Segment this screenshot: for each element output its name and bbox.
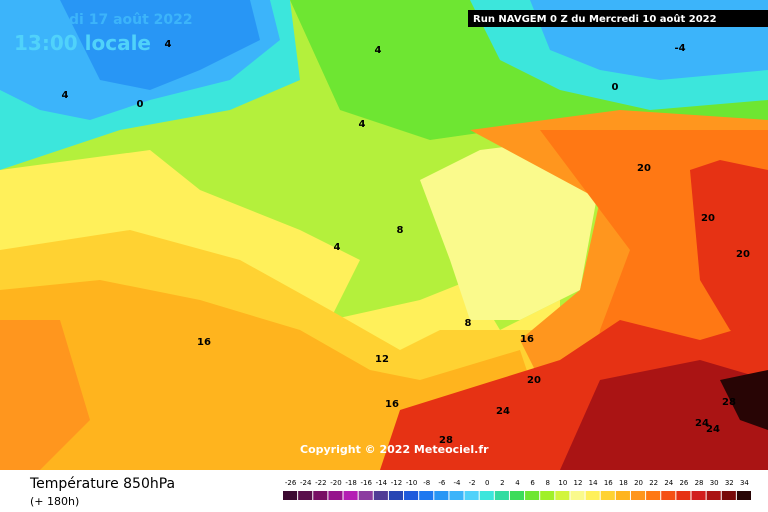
color-swatch	[585, 491, 600, 500]
contour-label: 4	[375, 45, 382, 56]
color-swatch	[328, 491, 343, 500]
contour-label: 0	[612, 82, 619, 93]
forecast-time: 13:00 locale	[14, 31, 151, 55]
contour-label: 24	[706, 424, 720, 435]
contour-label: 28	[439, 435, 453, 446]
temperature-fields	[0, 0, 768, 470]
scale-label: -16	[360, 479, 372, 487]
scale-label: 14	[589, 479, 598, 487]
contour-label: 20	[527, 375, 541, 386]
color-swatch	[630, 491, 646, 500]
scale-label: -22	[315, 479, 326, 487]
scale-label: 2	[500, 479, 504, 487]
contour-label: 16	[385, 399, 399, 410]
color-swatch	[676, 491, 691, 500]
scale-label: 30	[710, 479, 719, 487]
scale-label: 18	[619, 479, 628, 487]
color-swatch	[449, 491, 464, 500]
scale-label: 22	[649, 479, 658, 487]
scale-label: -14	[376, 479, 388, 487]
contour-label: 20	[736, 249, 750, 260]
contour-label: 12	[375, 354, 389, 365]
run-banner	[468, 10, 768, 27]
color-swatch	[388, 491, 404, 500]
scale-label: 34	[740, 479, 749, 487]
contour-label: 20	[637, 163, 651, 174]
color-swatch	[404, 491, 419, 500]
scale-label: 16	[604, 479, 613, 487]
color-swatch	[661, 491, 676, 500]
color-swatch	[464, 491, 479, 500]
contour-label: 28	[722, 397, 736, 408]
color-scale: -26 -24 -22 -20 -18 -16 -14 -12 -10 -8 -6 -4 -2 0 2 4 6 8…	[283, 479, 751, 500]
scale-label: 28	[695, 479, 704, 487]
color-swatch	[509, 491, 525, 500]
scale-label: -4	[453, 479, 461, 487]
color-swatch	[373, 491, 388, 500]
contour-label: 8	[397, 225, 404, 236]
color-swatch	[736, 491, 751, 500]
color-swatch	[298, 491, 313, 500]
contour-label: 16	[520, 334, 534, 345]
scale-label: 6	[530, 479, 535, 487]
scale-label: 12	[574, 479, 583, 487]
scale-label: -18	[345, 479, 356, 487]
forecast-date: Mercredi 17 août 2022	[14, 12, 193, 28]
scale-label: -2	[469, 479, 476, 487]
color-swatch	[479, 491, 494, 500]
scale-label: 32	[725, 479, 734, 487]
color-swatch	[721, 491, 736, 500]
scale-label: -6	[438, 479, 446, 487]
contour-label: 20	[701, 213, 715, 224]
contour-label: 16	[197, 337, 211, 348]
contour-label: 24	[496, 406, 510, 417]
color-swatch	[540, 491, 555, 500]
legend-title: Température 850hPa	[29, 476, 175, 492]
scale-label: 20	[634, 479, 643, 487]
copyright: Copyright © 2022 Meteociel.fr	[300, 443, 489, 456]
contour-label: 4	[334, 242, 341, 253]
color-swatch	[434, 491, 449, 500]
scale-label: 24	[664, 479, 673, 487]
color-swatch	[646, 491, 661, 500]
color-swatch	[600, 491, 615, 500]
color-swatch	[706, 491, 721, 500]
contour-label: 4	[359, 119, 366, 130]
scale-label: -20	[330, 479, 341, 487]
color-swatch	[283, 491, 298, 500]
scale-label: 10	[558, 479, 567, 487]
scale-label: 26	[679, 479, 688, 487]
color-swatch	[570, 491, 585, 500]
scale-label: -24	[300, 479, 312, 487]
scale-label: -26	[285, 479, 297, 487]
scale-label: -8	[423, 479, 430, 487]
color-swatch	[691, 491, 706, 500]
contour-label: 24	[695, 418, 709, 429]
legend-subtitle: (+ 180h)	[30, 495, 79, 508]
run-info: Run NAVGEM 0 Z du Mercredi 10 août 2022	[473, 13, 717, 25]
color-swatch	[358, 491, 373, 500]
contour-label: 4	[165, 39, 172, 50]
scale-label: -12	[391, 479, 402, 487]
color-swatch	[555, 491, 570, 500]
scale-label: -10	[406, 479, 417, 487]
color-swatch	[615, 491, 630, 500]
color-swatch	[343, 491, 358, 500]
scale-label: 0	[485, 479, 489, 487]
color-swatch	[525, 491, 540, 500]
contour-label: -4	[674, 43, 685, 54]
color-swatch	[419, 491, 434, 500]
scale-label: 8	[546, 479, 550, 487]
contour-label: 0	[137, 99, 144, 110]
contour-label: 4	[62, 90, 69, 101]
scale-label: 4	[515, 479, 520, 487]
color-swatch	[494, 491, 509, 500]
contour-label: 8	[465, 318, 472, 329]
color-swatch	[313, 491, 328, 500]
